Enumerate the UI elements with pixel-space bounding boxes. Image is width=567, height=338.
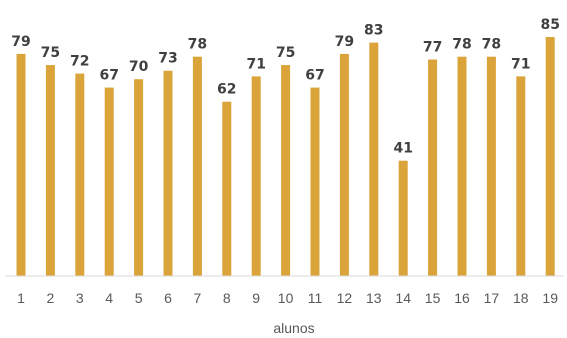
data-label-7: 78: [188, 37, 207, 53]
bar-6: [163, 70, 173, 276]
data-label-8: 62: [217, 82, 236, 98]
x-tick-label-14: 14: [395, 290, 411, 306]
data-label-10: 75: [276, 45, 295, 61]
bar-19: [545, 37, 555, 276]
x-tick-label-13: 13: [366, 290, 382, 306]
x-tick-label-12: 12: [337, 290, 353, 306]
x-tick-label-9: 9: [252, 290, 260, 306]
bar-4: [104, 87, 114, 276]
data-label-2: 75: [41, 45, 60, 61]
bar-13: [369, 42, 379, 276]
data-label-17: 78: [482, 37, 501, 53]
x-tick-label-19: 19: [542, 290, 558, 306]
bar-14: [398, 160, 408, 276]
bar-10: [281, 65, 291, 276]
bar-5: [134, 79, 144, 276]
data-label-13: 83: [364, 23, 383, 39]
x-axis-title: alunos: [273, 320, 314, 336]
x-tick-label-18: 18: [513, 290, 529, 306]
x-tick-label-4: 4: [105, 290, 113, 306]
x-tick-label-5: 5: [135, 290, 143, 306]
data-label-1: 79: [11, 34, 30, 50]
data-label-18: 71: [511, 56, 530, 72]
x-tick-label-17: 17: [484, 290, 500, 306]
bar-11: [310, 87, 320, 276]
data-label-15: 77: [423, 40, 442, 56]
x-tick-label-3: 3: [76, 290, 84, 306]
data-label-5: 70: [129, 59, 149, 75]
x-tick-label-2: 2: [47, 290, 55, 306]
bar-16: [457, 56, 467, 277]
bar-15: [428, 59, 438, 276]
x-tick-labels-group: 1 2 3 4 5 6 7 8 9 10 11 12 13 14 15 16 17 18 19: [17, 290, 558, 306]
bar-18: [516, 76, 526, 277]
bar-9: [251, 76, 261, 277]
bar-8: [222, 101, 232, 276]
x-tick-label-7: 7: [194, 290, 202, 306]
x-tick-label-10: 10: [278, 290, 294, 306]
data-label-12: 79: [335, 34, 354, 50]
data-label-6: 73: [158, 51, 177, 67]
bar-17: [486, 56, 496, 277]
bar-1: [16, 53, 26, 277]
x-tick-label-1: 1: [17, 290, 25, 306]
data-label-14: 41: [393, 141, 412, 157]
bar-7: [192, 56, 202, 277]
x-tick-label-16: 16: [454, 290, 470, 306]
data-label-19: 85: [540, 17, 559, 33]
data-label-11: 67: [305, 68, 324, 84]
data-label-3: 72: [70, 54, 89, 70]
data-label-4: 67: [99, 68, 118, 84]
data-label-9: 71: [246, 56, 265, 72]
x-tick-label-15: 15: [425, 290, 441, 306]
x-tick-label-6: 6: [164, 290, 172, 306]
x-tick-label-8: 8: [223, 290, 231, 306]
value-labels-group: 79 75 72 67 70 73 78 62 71 75 67 79 83 41 77 78 78 71 85: [11, 17, 560, 157]
data-label-16: 78: [452, 37, 471, 53]
bar-3: [75, 73, 85, 276]
bar-12: [339, 53, 349, 277]
x-tick-label-11: 11: [308, 290, 323, 306]
bars-group: [16, 37, 555, 277]
bar-2: [45, 65, 55, 276]
